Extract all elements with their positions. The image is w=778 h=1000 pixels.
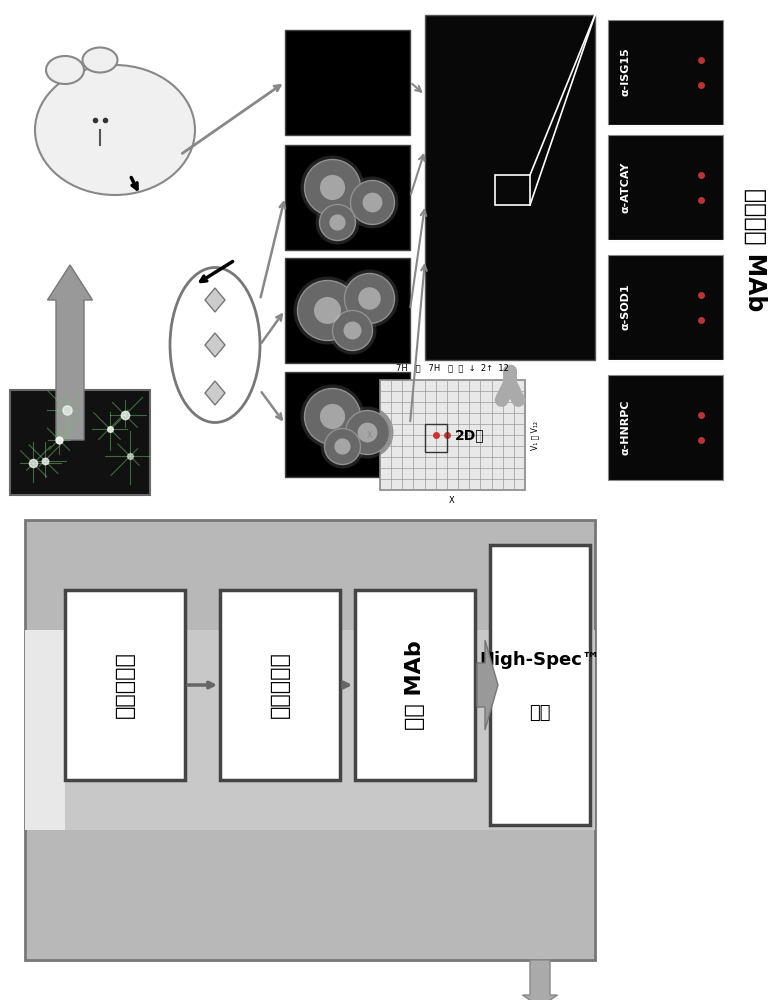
- Bar: [285, 145, 410, 250]
- Text: 选择杂交瘤: 选择杂交瘤: [270, 652, 290, 718]
- Circle shape: [304, 159, 360, 216]
- Text: V₁ 列 V₁₂: V₁ 列 V₁₂: [530, 420, 539, 450]
- Circle shape: [293, 276, 362, 344]
- Bar: [380, 380, 525, 490]
- Circle shape: [341, 269, 398, 328]
- Ellipse shape: [46, 56, 84, 84]
- Circle shape: [300, 155, 365, 220]
- Circle shape: [324, 428, 360, 464]
- Text: 活细胞免疫: 活细胞免疫: [115, 652, 135, 718]
- Bar: [285, 372, 410, 477]
- Text: α-ATCAY: α-ATCAY: [621, 161, 631, 213]
- Text: High-Spec™: High-Spec™: [479, 651, 601, 669]
- Circle shape: [332, 310, 373, 351]
- Bar: [425, 424, 447, 452]
- FancyArrow shape: [47, 265, 93, 440]
- Text: 验证: 验证: [529, 704, 551, 722]
- Text: α-HNRPC: α-HNRPC: [621, 399, 631, 455]
- Bar: [425, 15, 595, 360]
- Bar: [495, 175, 530, 205]
- Text: 超特异性 MAb: 超特异性 MAb: [743, 188, 767, 312]
- Circle shape: [329, 214, 345, 231]
- Ellipse shape: [35, 65, 195, 195]
- Ellipse shape: [82, 47, 117, 73]
- Polygon shape: [205, 381, 225, 405]
- Circle shape: [342, 406, 394, 458]
- Bar: [25, 630, 595, 830]
- Text: α-ISG15: α-ISG15: [621, 48, 631, 96]
- Bar: [608, 135, 723, 240]
- Text: 鉴定 MAb: 鉴定 MAb: [405, 640, 425, 730]
- Circle shape: [304, 388, 360, 444]
- Bar: [65, 590, 185, 780]
- Bar: [25, 630, 65, 830]
- Bar: [285, 30, 410, 135]
- Bar: [25, 520, 595, 960]
- Circle shape: [358, 423, 377, 442]
- Bar: [10, 390, 150, 495]
- Circle shape: [300, 384, 365, 448]
- Circle shape: [351, 180, 394, 225]
- Circle shape: [345, 273, 394, 324]
- Bar: [608, 20, 723, 125]
- Circle shape: [346, 176, 398, 229]
- Circle shape: [320, 175, 345, 200]
- Text: 7H   倍   7H   积  步  ↓  2↑  12: 7H 倍 7H 积 步 ↓ 2↑ 12: [395, 363, 509, 372]
- Circle shape: [358, 287, 380, 310]
- Circle shape: [335, 438, 351, 455]
- Text: X: X: [367, 430, 373, 440]
- Text: X: X: [449, 496, 455, 505]
- Polygon shape: [477, 640, 498, 730]
- Circle shape: [321, 424, 365, 468]
- Circle shape: [328, 306, 377, 355]
- Circle shape: [320, 404, 345, 429]
- Circle shape: [297, 280, 358, 340]
- Text: 2D池: 2D池: [455, 428, 485, 442]
- FancyArrow shape: [523, 960, 558, 1000]
- Bar: [490, 545, 590, 825]
- Polygon shape: [205, 333, 225, 357]
- Circle shape: [316, 200, 359, 244]
- Bar: [355, 590, 475, 780]
- Text: α-SOD1: α-SOD1: [621, 284, 631, 330]
- Circle shape: [320, 205, 356, 240]
- Circle shape: [344, 322, 362, 340]
- Circle shape: [345, 410, 390, 454]
- Polygon shape: [205, 288, 225, 312]
- Circle shape: [314, 297, 341, 324]
- Bar: [285, 258, 410, 363]
- Bar: [0, 0, 778, 500]
- Circle shape: [363, 193, 383, 212]
- Bar: [608, 375, 723, 480]
- Bar: [608, 255, 723, 360]
- Bar: [220, 590, 340, 780]
